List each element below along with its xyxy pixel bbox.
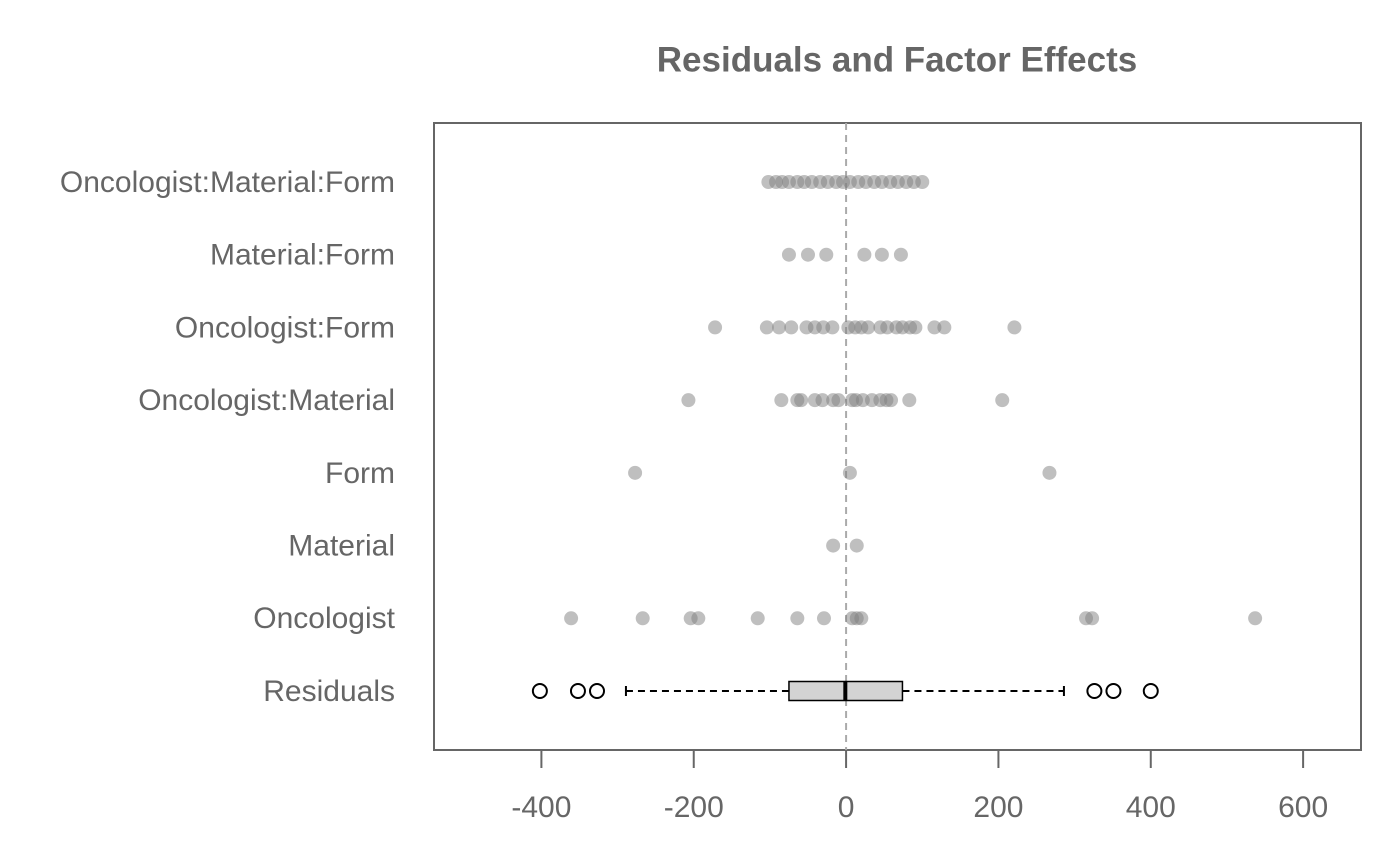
x-tick-label: 600 (1278, 791, 1328, 824)
point (826, 538, 841, 553)
point (857, 247, 872, 262)
point (1248, 611, 1263, 626)
outlier (531, 683, 548, 699)
x-tick-label: 0 (838, 791, 855, 824)
point (819, 247, 834, 262)
point (794, 393, 809, 408)
point (681, 393, 696, 408)
point (937, 320, 952, 335)
outlier (589, 683, 606, 699)
y-tick-label: Oncologist (253, 602, 395, 635)
point (902, 393, 917, 408)
point (781, 247, 796, 262)
point (831, 393, 846, 408)
point (628, 465, 643, 480)
point (861, 320, 876, 335)
point (635, 611, 650, 626)
y-tick-label: Oncologist:Material (138, 384, 395, 417)
point (995, 393, 1010, 408)
y-tick-label: Residuals (263, 675, 395, 708)
point (816, 611, 831, 626)
point (784, 320, 799, 335)
x-tick-label: 200 (973, 791, 1023, 824)
point (1085, 611, 1100, 626)
point (842, 465, 857, 480)
outlier (1142, 683, 1159, 699)
x-tick-label: -200 (664, 791, 724, 824)
y-tick-label: Material (288, 529, 395, 562)
point (874, 247, 889, 262)
point (790, 611, 805, 626)
point (927, 320, 942, 335)
point (772, 320, 787, 335)
point (1007, 320, 1022, 335)
y-tick-label: Oncologist:Form (175, 311, 395, 344)
point (759, 320, 774, 335)
chart-title: Residuals and Factor Effects (657, 40, 1137, 79)
point (691, 611, 706, 626)
x-tick-label: -400 (511, 791, 571, 824)
point (750, 611, 765, 626)
point (708, 320, 723, 335)
y-tick-label: Material:Form (210, 239, 395, 272)
point (800, 247, 815, 262)
point (915, 175, 930, 189)
y-tick-label: Oncologist:Material:Form (60, 166, 395, 199)
point (564, 611, 579, 626)
point (849, 538, 864, 553)
point (893, 247, 908, 262)
point (774, 393, 789, 408)
x-tick-label: 400 (1126, 791, 1176, 824)
outlier (569, 683, 586, 699)
point (908, 320, 923, 335)
outlier (1086, 683, 1103, 699)
point (1042, 465, 1057, 480)
point (815, 393, 830, 408)
point (884, 393, 899, 408)
plot-frame (433, 122, 1362, 751)
y-tick-label: Form (325, 457, 395, 490)
point (825, 320, 840, 335)
point (854, 611, 869, 626)
outlier (1105, 683, 1122, 699)
